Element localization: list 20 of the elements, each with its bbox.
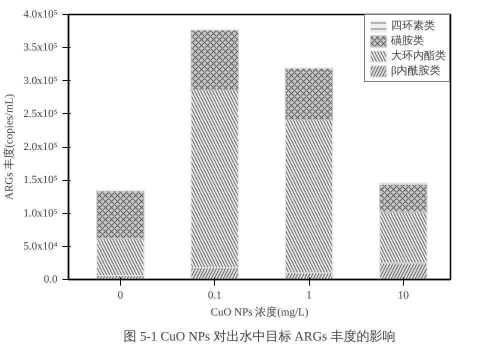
y-tick-label: 5.0x10⁴ — [23, 240, 58, 252]
x-tick-label: 10 — [398, 290, 410, 302]
y-tick-label: 0.0 — [44, 274, 58, 286]
x-tick-label: 1 — [306, 290, 312, 302]
x-axis-title: CuO NPs 浓度(mg/L) — [210, 306, 309, 318]
y-tick-label: 3.5x10⁵ — [23, 42, 58, 54]
x-tick-label: 0.1 — [208, 290, 222, 302]
y-tick-label: 1.5x10⁵ — [23, 174, 58, 186]
y-axis-title: ARGs 丰度(copies/mL) — [2, 94, 16, 200]
caption: 图 5-1 CuO NPs 对出水中目标 ARGs 丰度的影响 — [124, 328, 396, 344]
y-tick-label: 4.0x10⁵ — [23, 8, 58, 20]
y-tick-label: 3.0x10⁵ — [23, 74, 58, 87]
x-tick-label: 0 — [118, 290, 124, 302]
y-tick-label: 1.0x10⁵ — [23, 207, 58, 220]
y-tick-label: 2.0x10⁵ — [23, 141, 58, 153]
legend-label: 大环内酯类 — [391, 49, 446, 63]
legend-label: 四环素类 — [391, 18, 435, 33]
y-tick-label: 2.5x10⁵ — [23, 108, 58, 120]
legend-label: 磺胺类 — [391, 34, 424, 48]
legend-label: β内酰胺类 — [391, 64, 441, 78]
